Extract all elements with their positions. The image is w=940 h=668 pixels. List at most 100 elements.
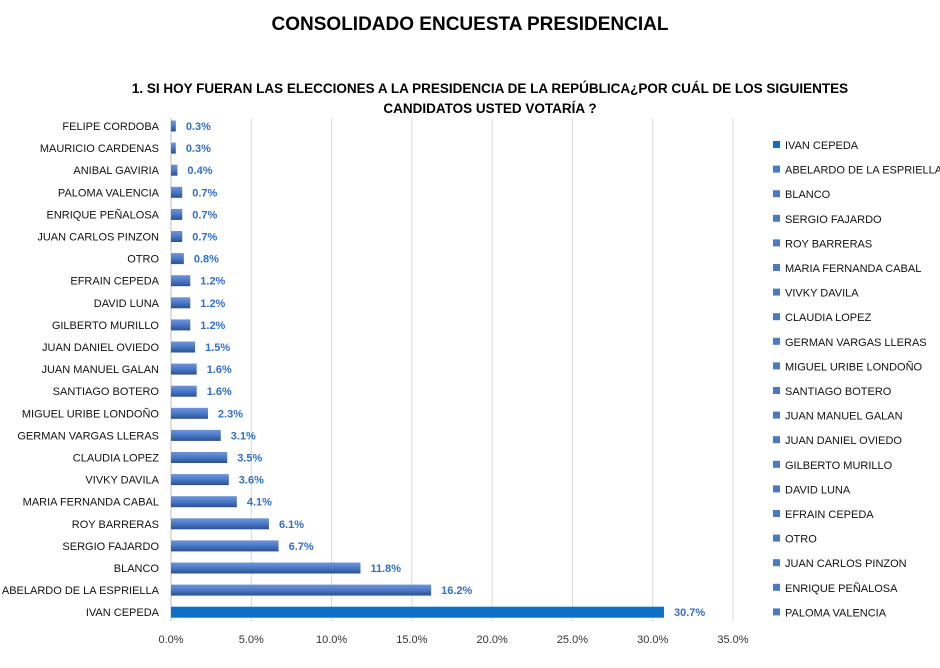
legend-swatch (773, 362, 780, 370)
x-tick-label: 15.0% (396, 634, 427, 646)
bar (171, 496, 237, 508)
legend-swatch (773, 460, 780, 468)
legend: IVAN CEPEDA ABELARDO DE LA ESPRIELLA BLANC… (773, 140, 940, 619)
legend-swatch (773, 337, 780, 345)
bar (171, 363, 197, 375)
x-tick-label: 30.0% (637, 634, 668, 646)
data-label: 1.5% (205, 342, 230, 354)
legend-swatch (773, 165, 780, 173)
legend-swatch (773, 387, 780, 394)
legend-swatch (773, 436, 780, 444)
bar (171, 562, 361, 574)
x-tick-label: 10.0% (316, 634, 347, 646)
data-label: 11.8% (370, 563, 401, 575)
legend-swatch (773, 411, 780, 419)
category-label: VIVKY DAVILA (85, 475, 159, 487)
category-label: CLAUDIA LOPEZ (73, 453, 159, 465)
category-label: DAVID LUNA (94, 298, 160, 310)
legend-entry: MIGUEL URIBE LONDOÑO (785, 360, 923, 373)
legend-entry: JUAN CARLOS PINZON (785, 558, 907, 570)
category-label: JUAN CARLOS PINZON (37, 232, 159, 244)
data-label: 6.7% (289, 541, 314, 553)
data-label: 4.1% (247, 497, 272, 509)
data-label: 0.8% (194, 254, 219, 266)
bar (171, 584, 432, 596)
legend-swatch (773, 190, 780, 198)
data-label: 0.3% (186, 143, 211, 155)
bar (171, 606, 664, 618)
legend-entry: CLAUDIA LOPEZ (785, 312, 871, 324)
legend-swatch (773, 559, 780, 567)
category-label: IVAN CEPEDA (86, 607, 160, 619)
data-label: 0.3% (186, 121, 211, 133)
bar (171, 474, 229, 486)
legend-swatch (773, 141, 780, 148)
category-label: SANTIAGO BOTERO (53, 386, 160, 398)
category-label: EFRAIN CEPEDA (70, 276, 159, 288)
value-labels: 0.3% 0.3% 0.4% 0.7% 0.7% 0.7% 0.8% 1.2% 1.2% 1.2%… (186, 121, 706, 619)
bar (171, 164, 178, 176)
bar (171, 208, 183, 220)
category-label: FELIPE CORDOBA (62, 121, 159, 133)
x-tick-label: 35.0% (717, 634, 748, 646)
category-label: ROY BARRERAS (72, 519, 159, 531)
data-label: 3.1% (231, 430, 256, 442)
legend-entry: SANTIAGO BOTERO (785, 386, 892, 398)
data-label: 16.2% (441, 585, 472, 597)
x-tick-label: 5.0% (239, 634, 264, 646)
legend-entry: ROY BARRERAS (785, 238, 872, 250)
legend-entry: OTRO (785, 534, 817, 546)
x-tick-label: 25.0% (557, 634, 588, 646)
legend-entry: IVAN CEPEDA (785, 140, 859, 152)
legend-entry: EFRAIN CEPEDA (785, 509, 874, 521)
legend-entry: VIVKY DAVILA (785, 288, 859, 300)
category-label: JUAN MANUEL GALAN (41, 364, 159, 376)
bar (171, 275, 191, 287)
bar (171, 407, 208, 419)
legend-swatch (773, 288, 780, 296)
chart-title: 1. SI HOY FUERAN LAS ELECCIONES A LA PRE… (100, 79, 880, 119)
category-label: GILBERTO MURILLO (52, 320, 160, 332)
data-label: 0.7% (192, 232, 217, 244)
bars (171, 120, 664, 618)
legend-swatch (773, 583, 780, 591)
data-label: 1.6% (207, 364, 232, 376)
legend-entry: ENRIQUE PEÑALOSA (785, 582, 898, 595)
category-label: MARIA FERNANDA CABAL (23, 497, 159, 509)
bar (171, 253, 184, 265)
bar (171, 231, 183, 242)
category-label: BLANCO (114, 563, 160, 575)
legend-entry: GERMAN VARGAS LLERAS (785, 337, 927, 349)
category-label: OTRO (127, 254, 159, 266)
chart-title-line-2: CANDIDATOS USTED VOTARÍA ? (383, 101, 597, 116)
data-label: 30.7% (674, 607, 705, 619)
bar (171, 518, 269, 530)
legend-swatch (773, 510, 780, 517)
bar (171, 120, 176, 132)
legend-entry: SERGIO FAJARDO (785, 214, 882, 226)
data-label: 2.3% (218, 408, 243, 420)
legend-swatch (773, 534, 780, 542)
legend-entry: ABELARDO DE LA ESPRIELLA (785, 165, 940, 177)
legend-entry: GILBERTO MURILLO (785, 460, 893, 472)
bar (171, 142, 176, 154)
data-label: 0.7% (192, 187, 217, 199)
bar (171, 429, 221, 441)
bar (171, 319, 191, 331)
data-label: 1.2% (200, 276, 225, 288)
data-label: 6.1% (279, 519, 304, 531)
legend-entry: JUAN DANIEL OVIEDO (785, 435, 902, 447)
data-label: 1.2% (200, 298, 225, 310)
category-label: ANIBAL GAVIRIA (73, 165, 159, 177)
legend-swatch (773, 264, 780, 271)
category-label: ABELARDO DE LA ESPRIELLA (2, 585, 160, 597)
data-label: 0.7% (192, 209, 217, 221)
category-labels: FELIPE CORDOBA MAURICIO CARDENAS ANIBAL GA… (2, 121, 160, 619)
category-label: MAURICIO CARDENAS (40, 143, 159, 155)
legend-swatch (773, 214, 780, 222)
chart-title-line-1: 1. SI HOY FUERAN LAS ELECCIONES A LA PRE… (131, 81, 849, 96)
x-axis-ticks: 0.0% 5.0% 10.0% 15.0% 20.0% 25.0% 30.0% 35.0% (158, 634, 748, 646)
legend-swatch (773, 239, 780, 247)
x-tick-label: 0.0% (158, 634, 183, 646)
